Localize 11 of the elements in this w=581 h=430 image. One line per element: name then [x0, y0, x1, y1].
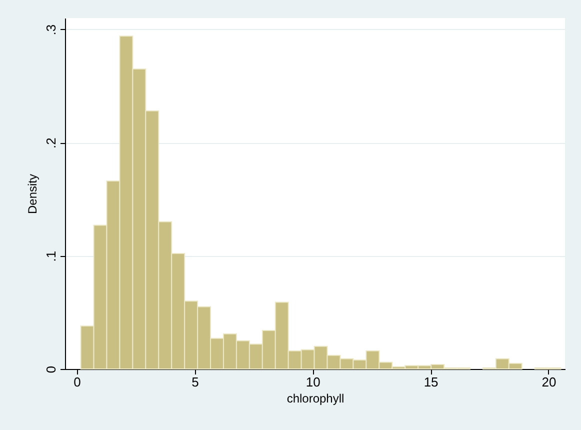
x-tick-label: 5	[192, 374, 199, 390]
x-tick-label: 0	[74, 374, 81, 390]
y-axis-title: Density	[26, 174, 40, 214]
y-tick-label: .3	[44, 24, 58, 36]
x-axis-title: chlorophyll	[286, 392, 344, 406]
x-tick-label: 10	[306, 374, 320, 390]
y-tick-label: 0	[44, 366, 58, 374]
x-tick-label: 15	[424, 374, 438, 390]
y-tick-label: .1	[44, 250, 58, 262]
y-tick-label: .2	[44, 138, 58, 148]
x-tick-label: 20	[542, 374, 556, 390]
